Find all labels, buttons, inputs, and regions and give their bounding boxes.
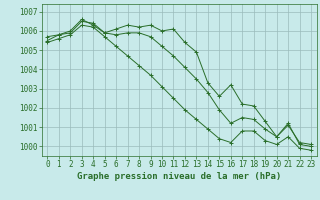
X-axis label: Graphe pression niveau de la mer (hPa): Graphe pression niveau de la mer (hPa)	[77, 172, 281, 181]
